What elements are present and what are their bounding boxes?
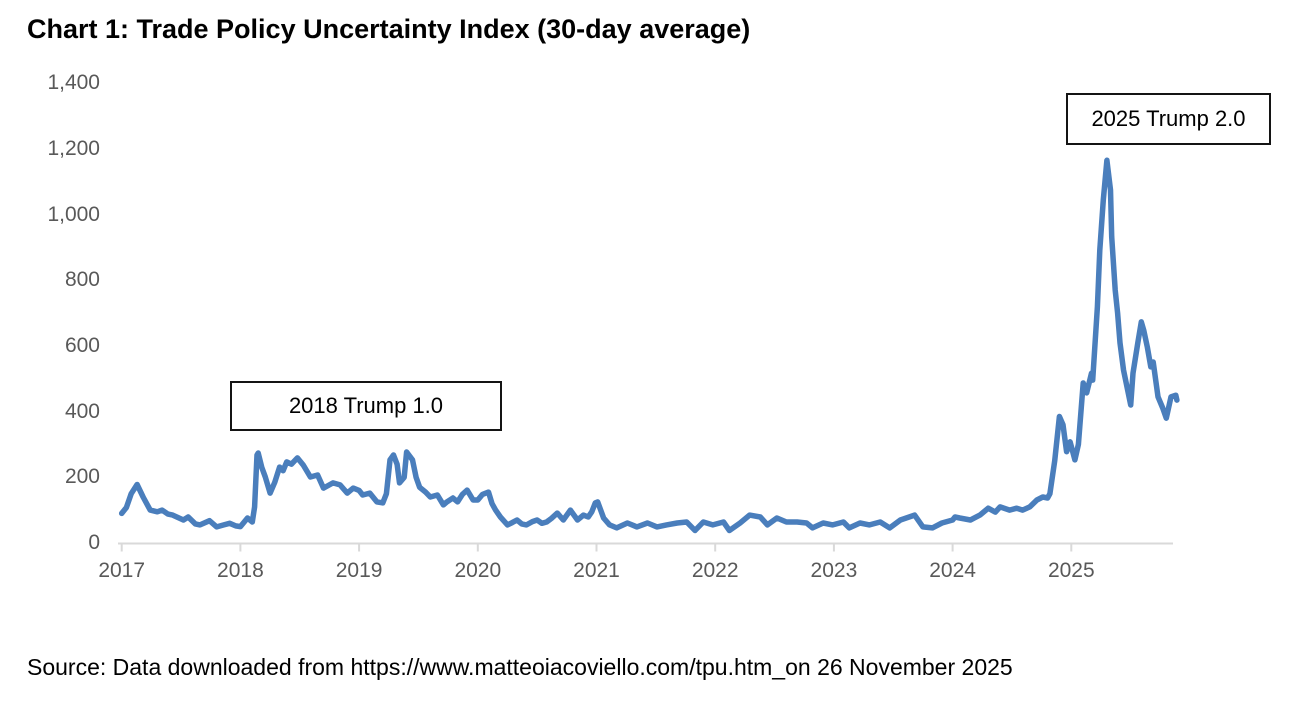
x-axis-tick-label: 2024 [929,559,976,582]
y-axis-tick-label: 400 [64,399,100,423]
x-axis-tick-label: 2019 [335,559,383,582]
y-axis-tick-label: 600 [64,333,100,357]
x-axis-tick-label: 2025 [1047,559,1095,582]
y-axis-tick-label: 1,000 [47,202,100,226]
y-axis-tick-label: 0 [88,531,100,554]
x-axis-tick-label: 2021 [573,559,620,582]
x-axis-tick-label: 2020 [454,559,502,582]
y-axis-tick-label: 200 [64,465,100,489]
y-axis-tick-label: 1,200 [47,136,100,160]
source-note: Source: Data downloaded from https://www… [27,654,1013,680]
y-axis-tick-label: 800 [64,268,100,292]
annotation-label-2025: 2025 Trump 2.0 [1091,106,1246,131]
x-axis-tick-label: 2018 [217,559,264,582]
x-axis-tick-label: 2022 [691,559,739,582]
x-axis-tick-label: 2017 [98,559,146,582]
annotation-box-2018-trump-1: 2018 Trump 1.0 [230,381,502,431]
annotation-box-2025-trump-2: 2025 Trump 2.0 [1066,93,1271,145]
annotation-label-2018: 2018 Trump 1.0 [288,393,444,418]
y-axis-tick-label: 1,400 [47,71,100,95]
tpu-series-line [118,157,1180,534]
x-axis-tick-label: 2023 [810,559,858,582]
chart-title: Chart 1: Trade Policy Uncertainty Index … [27,14,751,44]
